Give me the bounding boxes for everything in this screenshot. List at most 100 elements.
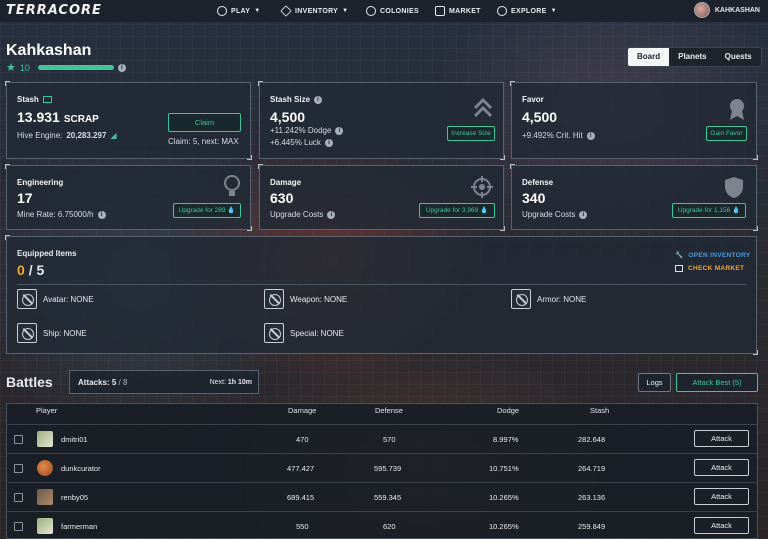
mine-rate: Mine Rate: 6.75000/h i [17, 210, 106, 219]
nav-market-label: MARKET [449, 7, 481, 15]
dodge-cell: 8.997% [493, 435, 519, 444]
equipped-count: 0 / 5 [17, 262, 45, 278]
info-icon[interactable]: i [327, 210, 336, 219]
info-icon[interactable]: i [324, 138, 333, 147]
avatar-slot[interactable]: Avatar: NONE [17, 289, 94, 309]
store-icon [435, 6, 445, 16]
weapon-slot[interactable]: Weapon: NONE [264, 289, 347, 309]
chevron-down-icon: ▼ [342, 8, 349, 14]
nav-inventory[interactable]: INVENTORY ▼ [280, 5, 349, 17]
damage-card: Damage 630 Upgrade Costs i Upgrade for 3,… [258, 164, 505, 231]
info-icon[interactable]: i [117, 63, 126, 72]
attacks-counter: Attacks: 5 / 8 Next: 1h 10m [69, 370, 259, 394]
dodge-bonus: +11.242% Dodge i [270, 126, 344, 135]
gain-favor-button[interactable]: Gain Favor [706, 126, 747, 141]
row-checkbox[interactable] [14, 493, 23, 502]
empty-slot-icon [264, 289, 284, 309]
upgrade-engineering-button[interactable]: Upgrade for 289 💧 [173, 203, 241, 218]
compass-icon [497, 6, 507, 16]
tab-quests[interactable]: Quests [724, 52, 752, 61]
attack-button[interactable]: Attack [694, 430, 749, 447]
col-defense: Defense [375, 406, 403, 415]
scrap-icon [42, 96, 52, 103]
droplet-icon: 💧 [732, 207, 741, 214]
chevron-down-icon: ▼ [550, 8, 557, 14]
user-menu[interactable]: KAHKASHAN [693, 2, 760, 18]
ship-slot[interactable]: Ship: NONE [17, 323, 87, 343]
mountain-icon [280, 5, 292, 17]
attack-best-button[interactable]: Attack Best (5) [676, 373, 758, 392]
damage-cell: 477.427 [287, 464, 315, 473]
increase-size-button[interactable]: Increase Size [447, 126, 495, 141]
battles-title: Battles [6, 374, 53, 390]
stash-unit: SCRAP [63, 114, 99, 125]
check-market-link[interactable]: CHECK MARKET [675, 265, 744, 272]
info-icon[interactable]: i [586, 131, 595, 140]
logs-button[interactable]: Logs [638, 373, 671, 392]
ship-slot-label: Ship: NONE [43, 328, 87, 338]
row-checkbox[interactable] [14, 435, 23, 444]
star-icon: ★ [6, 62, 16, 74]
tab-board[interactable]: Board [628, 48, 670, 66]
equipped-items-card: Equipped Items 0 / 5 🔧 OPEN INVENTORY CH… [5, 235, 758, 355]
favor-value: 4,500 [522, 109, 558, 125]
stash-value: 13.931 SCRAP [17, 109, 99, 125]
player-name-cell[interactable]: dmitri01 [61, 435, 88, 444]
double-chevron-up-icon [473, 97, 493, 118]
claim-button[interactable]: Claim [168, 113, 241, 132]
player-name-cell[interactable]: farmerman [61, 522, 98, 531]
damage-cell: 550 [296, 522, 309, 531]
empty-slot-icon [264, 323, 284, 343]
board-tabs: Board Planets Quests [627, 47, 762, 67]
damage-cell: 470 [296, 435, 309, 444]
attack-button[interactable]: Attack [694, 459, 749, 476]
stash-cell: 263.136 [578, 493, 606, 502]
claim-info: Claim: 5, next: MAX [168, 137, 239, 146]
defense-cell: 620 [383, 522, 396, 531]
upgrade-damage-button[interactable]: Upgrade for 3,969 💧 [419, 203, 495, 218]
nav-explore[interactable]: EXPLORE ▼ [497, 5, 557, 17]
favor-card: Favor 4,500 +9.492% Crit. Hit i Gain Favo… [510, 81, 758, 160]
table-row: dunkcurator 477.427 595.739 10.751% 264.… [6, 453, 758, 482]
info-icon[interactable]: i [335, 126, 344, 135]
col-damage: Damage [288, 406, 317, 415]
row-checkbox[interactable] [14, 464, 23, 473]
open-inventory-link[interactable]: 🔧 OPEN INVENTORY [675, 251, 751, 260]
stash-cell: 282.648 [578, 435, 606, 444]
row-checkbox[interactable] [14, 522, 23, 531]
damage-cell: 689.415 [287, 493, 315, 502]
armor-slot-label: Armor: NONE [537, 294, 587, 304]
dodge-cell: 10.265% [489, 493, 519, 502]
player-name-cell[interactable]: renby05 [61, 493, 89, 502]
avatar [37, 460, 53, 476]
tab-planets[interactable]: Planets [678, 52, 707, 61]
stash-size-title: Stash Size i [270, 95, 323, 104]
droplet-icon: 💧 [227, 207, 236, 214]
luck-bonus: +6.445% Luck i [270, 138, 333, 147]
defense-cell: 570 [383, 435, 396, 444]
armor-slot[interactable]: Armor: NONE [511, 289, 586, 309]
damage-upgrade-costs: Upgrade Costs i [270, 210, 336, 219]
send-icon[interactable]: ◢ [110, 131, 117, 140]
market-icon [675, 265, 683, 272]
nav-market[interactable]: MARKET [435, 5, 481, 17]
nav-play[interactable]: PLAY ▼ [217, 5, 260, 17]
defense-cell: 595.739 [374, 464, 402, 473]
equipped-items-title: Equipped Items [17, 249, 77, 258]
nav-colonies[interactable]: COLONIES [366, 5, 419, 17]
player-name-cell[interactable]: dunkcurator [61, 464, 101, 473]
attack-button[interactable]: Attack [694, 488, 749, 505]
info-icon[interactable]: i [314, 95, 323, 104]
avatar [693, 2, 710, 18]
engineering-value: 17 [17, 190, 33, 206]
special-slot[interactable]: Special: NONE [264, 323, 344, 343]
attack-button[interactable]: Attack [694, 517, 749, 534]
stash-card: Stash 13.931 SCRAP Hive Engine: 20,283.29… [5, 81, 252, 160]
terracore-logo[interactable]: TERRACORE [6, 3, 102, 18]
damage-title: Damage [270, 178, 302, 187]
upgrade-defense-button[interactable]: Upgrade for 1,156 💧 [672, 203, 746, 218]
username: KAHKASHAN [714, 6, 760, 14]
info-icon[interactable]: i [579, 210, 588, 219]
info-icon[interactable]: i [97, 210, 106, 219]
stash-cell: 259.849 [578, 522, 606, 531]
